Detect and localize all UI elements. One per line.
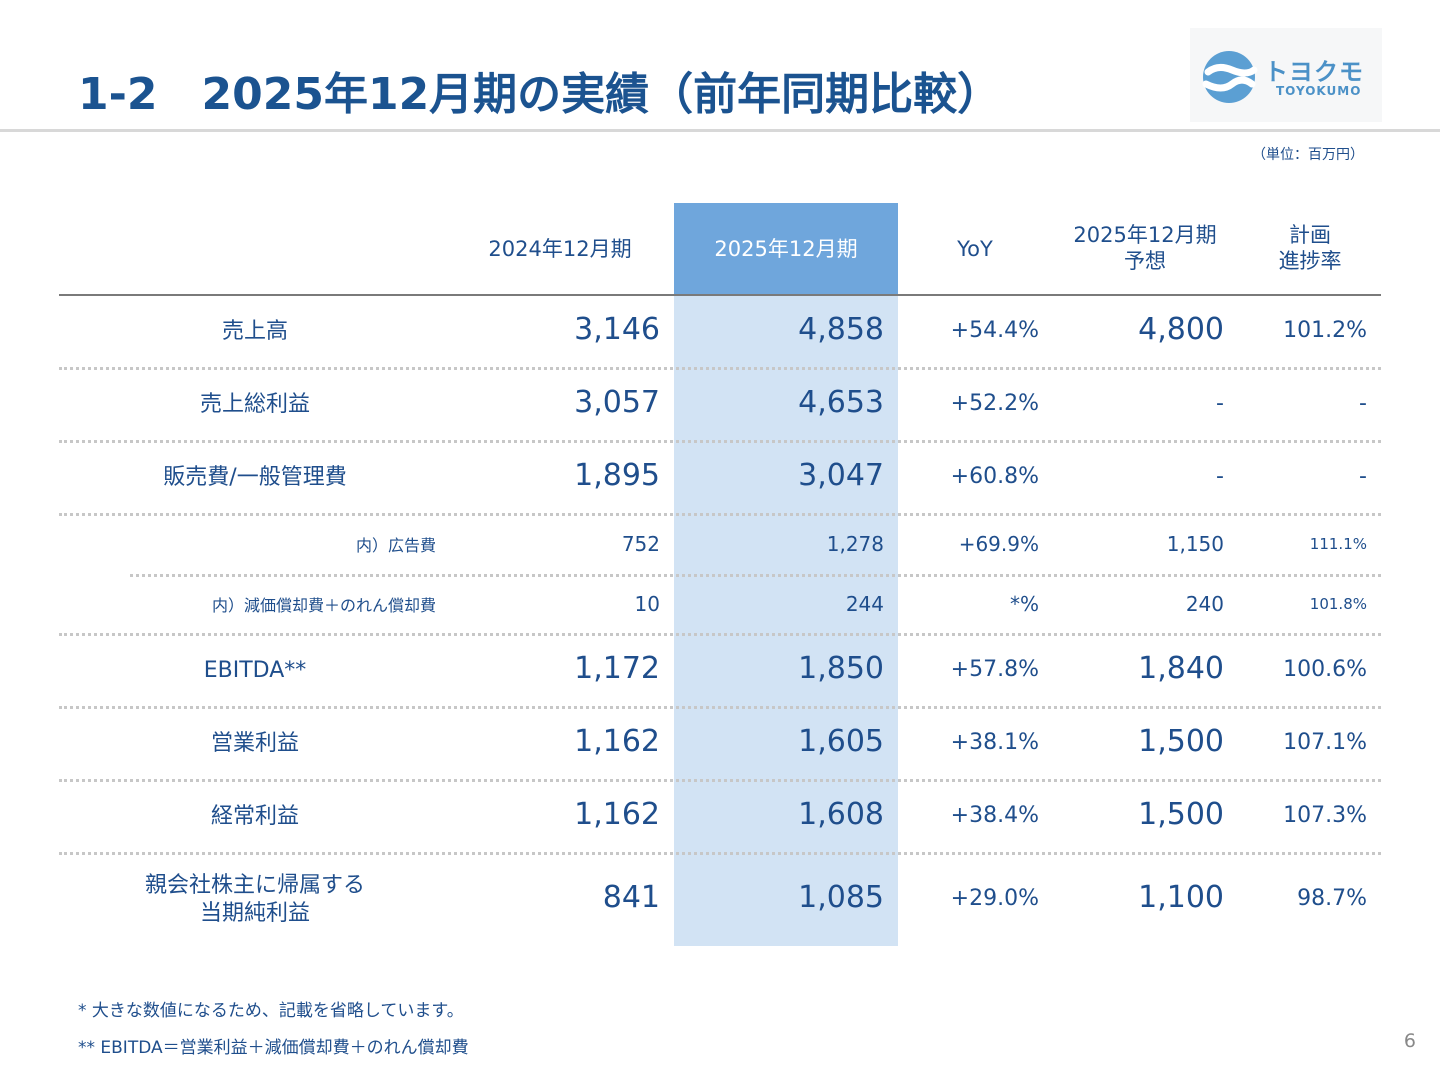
cell-curr: 1,278	[826, 532, 884, 556]
row-label-line1: 親会社株主に帰属する	[144, 873, 365, 898]
header-yoy: YoY	[957, 237, 993, 261]
header-prev-period: 2024年12月期	[488, 237, 632, 261]
cloud-logo-icon	[1202, 51, 1258, 103]
header-progress-line2: 進捗率	[1278, 249, 1342, 273]
row-divider	[59, 779, 1381, 782]
cell-prev: 10	[634, 592, 660, 616]
footnote-1: * 大きな数値になるため、記載を省略しています。	[78, 1001, 464, 1021]
cell-prev: 841	[602, 880, 660, 915]
cell-forecast: 1,100	[1138, 880, 1224, 915]
logo-latin-text: TOYOKUMO	[1276, 84, 1362, 98]
row-label: 販売費/一般管理費	[163, 465, 347, 490]
header-rule	[59, 294, 1381, 296]
row-label: 売上総利益	[199, 392, 310, 417]
header-progress: 計画 進捗率	[1260, 222, 1360, 274]
cell-forecast: 4,800	[1138, 312, 1224, 347]
cell-progress: 111.1%	[1309, 535, 1367, 553]
cell-yoy: +38.1%	[950, 730, 1039, 755]
row-divider	[59, 852, 1381, 855]
cell-forecast: 1,500	[1138, 724, 1224, 759]
row-label: 内）広告費	[355, 536, 436, 555]
cell-prev: 3,057	[574, 385, 660, 420]
cell-prev: 752	[621, 532, 660, 556]
cell-yoy: +57.8%	[950, 657, 1039, 682]
cell-prev: 1,162	[574, 797, 660, 832]
cell-curr: 4,653	[798, 385, 884, 420]
title-divider	[0, 129, 1440, 132]
logo-kana-text: トヨクモ	[1264, 58, 1364, 86]
row-label: 内）減価償却費＋のれん償却費	[211, 596, 436, 615]
cell-curr: 1,085	[798, 880, 884, 915]
cell-forecast: -	[1216, 391, 1224, 416]
cell-forecast: 240	[1185, 592, 1224, 616]
cell-progress: -	[1359, 391, 1367, 416]
row-divider	[59, 513, 1381, 516]
header-forecast-line2: 予想	[1124, 249, 1166, 273]
cell-curr: 244	[845, 592, 884, 616]
cell-yoy: +60.8%	[950, 464, 1039, 489]
row-divider	[59, 367, 1381, 370]
row-label: 経常利益	[210, 804, 299, 829]
cell-progress: -	[1359, 464, 1367, 489]
row-label: 営業利益	[210, 731, 299, 756]
row-divider	[130, 574, 1381, 577]
cell-progress: 101.2%	[1283, 318, 1367, 343]
unit-note: （単位：百万円）	[1252, 147, 1364, 163]
cell-curr: 1,608	[798, 797, 884, 832]
cell-prev: 1,162	[574, 724, 660, 759]
row-divider	[59, 440, 1381, 443]
cell-yoy: +38.4%	[950, 803, 1039, 828]
cell-progress: 107.1%	[1283, 730, 1367, 755]
cell-curr: 4,858	[798, 312, 884, 347]
cell-progress: 107.3%	[1283, 803, 1367, 828]
cell-yoy: *%	[1009, 592, 1039, 616]
cell-prev: 1,172	[574, 651, 660, 686]
cell-forecast: -	[1216, 464, 1224, 489]
row-divider	[59, 633, 1381, 636]
cell-prev: 1,895	[574, 458, 660, 493]
cell-yoy: +52.2%	[950, 391, 1039, 416]
cell-progress: 100.6%	[1283, 657, 1367, 682]
row-divider	[59, 706, 1381, 709]
header-progress-line1: 計画	[1289, 223, 1331, 247]
cell-forecast: 1,840	[1138, 651, 1224, 686]
cell-curr: 1,605	[798, 724, 884, 759]
header-current-period: 2025年12月期	[714, 237, 858, 261]
header-forecast-line1: 2025年12月期	[1073, 223, 1217, 247]
cell-forecast: 1,500	[1138, 797, 1224, 832]
cell-yoy: +54.4%	[950, 318, 1039, 343]
current-period-header-bg	[674, 203, 898, 295]
company-logo: トヨクモ TOYOKUMO	[1190, 28, 1382, 122]
cell-curr: 3,047	[798, 458, 884, 493]
cell-prev: 3,146	[574, 312, 660, 347]
cell-yoy: +69.9%	[958, 532, 1039, 556]
row-label: 売上高	[221, 319, 288, 344]
cell-forecast: 1,150	[1166, 532, 1224, 556]
page-number: 6	[1403, 1030, 1416, 1052]
header-forecast: 2025年12月期 予想	[1060, 222, 1230, 274]
cell-progress: 98.7%	[1297, 886, 1367, 911]
row-label: EBITDA**	[203, 658, 307, 683]
cell-curr: 1,850	[798, 651, 884, 686]
cell-yoy: +29.0%	[950, 886, 1039, 911]
cell-progress: 101.8%	[1309, 595, 1367, 613]
footnote-2: ** EBITDA＝営業利益＋減価償却費＋のれん償却費	[78, 1038, 469, 1058]
row-label: 親会社株主に帰属する 当期純利益	[100, 872, 410, 928]
row-label-line2: 当期純利益	[199, 901, 310, 926]
page-title: 1-2 2025年12月期の実績（前年同期比較）	[78, 69, 1002, 120]
